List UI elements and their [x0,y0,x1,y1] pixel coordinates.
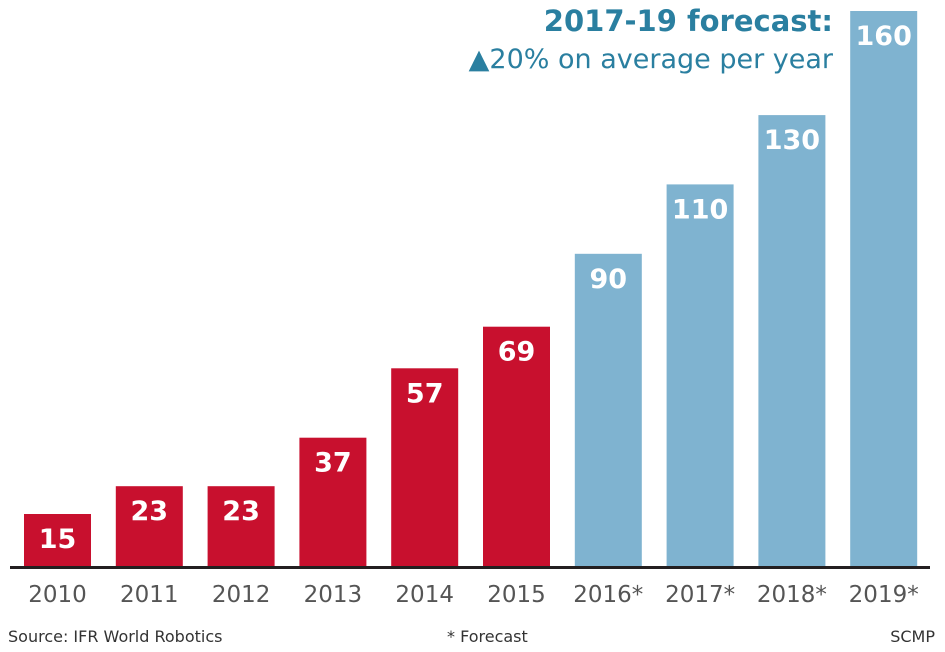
chart-title: 2017-19 forecast: [543,4,833,38]
data-label-2013: 37 [314,448,352,479]
data-label-2012: 23 [222,496,260,527]
x-tick-label-2017*: 2017* [665,582,735,608]
bar-2010 [24,514,91,566]
x-tick-label-2013: 2013 [304,582,363,608]
forecast-note: * Forecast [447,627,528,646]
bar-2011 [115,486,183,566]
x-tick-label-2011: 2011 [120,582,179,608]
bar-2017* [666,184,734,566]
x-tick-label-2015: 2015 [487,582,546,608]
x-tick-label-2019*: 2019* [849,582,919,608]
data-label-2015: 69 [498,337,536,368]
bar-2014 [391,368,459,566]
data-label-2016*: 90 [590,264,628,295]
bar-2019* [850,11,918,566]
x-tick-label-2018*: 2018* [757,582,827,608]
chart-subtitle: ▲20% on average per year [468,44,833,75]
x-tick-label-2016*: 2016* [573,582,643,608]
bar-2013 [299,437,367,566]
x-tick-label-2012: 2012 [212,582,271,608]
data-label-2017*: 110 [672,194,728,225]
bar-2015 [483,326,550,566]
x-tick-label-2014: 2014 [395,582,454,608]
source-note: Source: IFR World Robotics [8,627,223,646]
data-label-2010: 15 [39,524,77,555]
credit-label: SCMP [890,627,935,646]
data-label-2014: 57 [406,378,444,409]
bar-2012 [207,486,275,566]
bar-2016* [574,253,642,567]
data-label-2011: 23 [131,496,169,527]
bar-2018* [758,115,826,566]
x-tick-label-2010: 2010 [28,582,87,608]
data-label-2019*: 160 [856,21,912,52]
data-label-2018*: 130 [764,125,820,156]
